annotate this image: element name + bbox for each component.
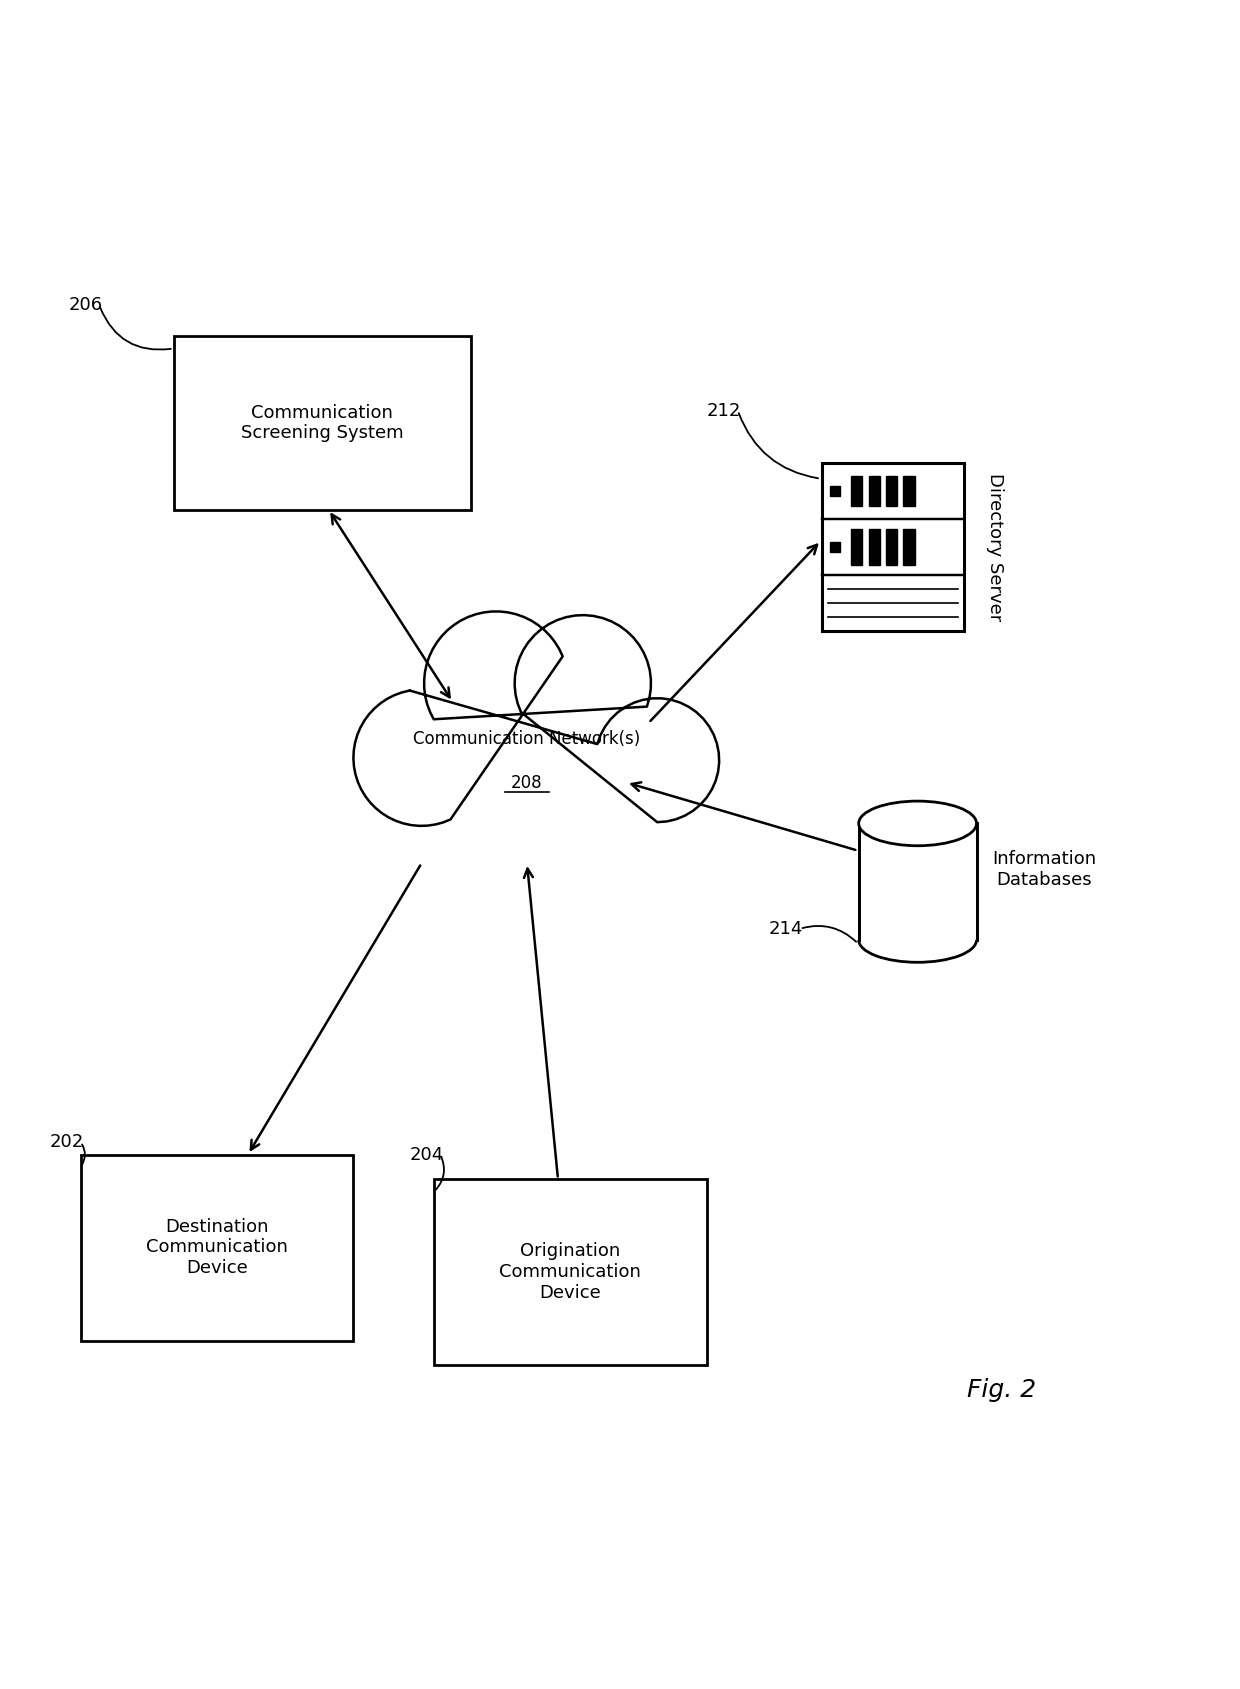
Text: 212: 212: [707, 402, 742, 419]
Text: Fig. 2: Fig. 2: [967, 1378, 1037, 1402]
Text: Origination
Communication
Device: Origination Communication Device: [500, 1243, 641, 1302]
Bar: [434, 1179, 707, 1365]
Text: Communication Network(s): Communication Network(s): [413, 730, 641, 748]
Bar: [821, 463, 965, 630]
Bar: [81, 1155, 353, 1341]
Text: Destination
Communication
Device: Destination Communication Device: [146, 1218, 288, 1277]
Bar: [851, 529, 863, 566]
Bar: [831, 542, 839, 552]
Bar: [868, 476, 880, 507]
Text: Directory Server: Directory Server: [986, 473, 1004, 622]
Bar: [903, 529, 915, 566]
Bar: [831, 486, 839, 497]
Polygon shape: [353, 611, 719, 826]
Bar: [868, 529, 880, 566]
Text: Information
Databases: Information Databases: [992, 850, 1096, 888]
Bar: [885, 529, 898, 566]
Text: 206: 206: [68, 296, 103, 314]
Bar: [903, 476, 915, 507]
Text: 214: 214: [769, 921, 804, 937]
Bar: [174, 336, 471, 510]
Text: Communication
Screening System: Communication Screening System: [241, 404, 404, 443]
Ellipse shape: [858, 801, 977, 846]
Text: 202: 202: [50, 1133, 84, 1152]
Text: 208: 208: [511, 774, 543, 792]
Bar: [885, 476, 898, 507]
Bar: [858, 824, 977, 941]
Bar: [851, 476, 863, 507]
Text: 204: 204: [409, 1145, 444, 1164]
